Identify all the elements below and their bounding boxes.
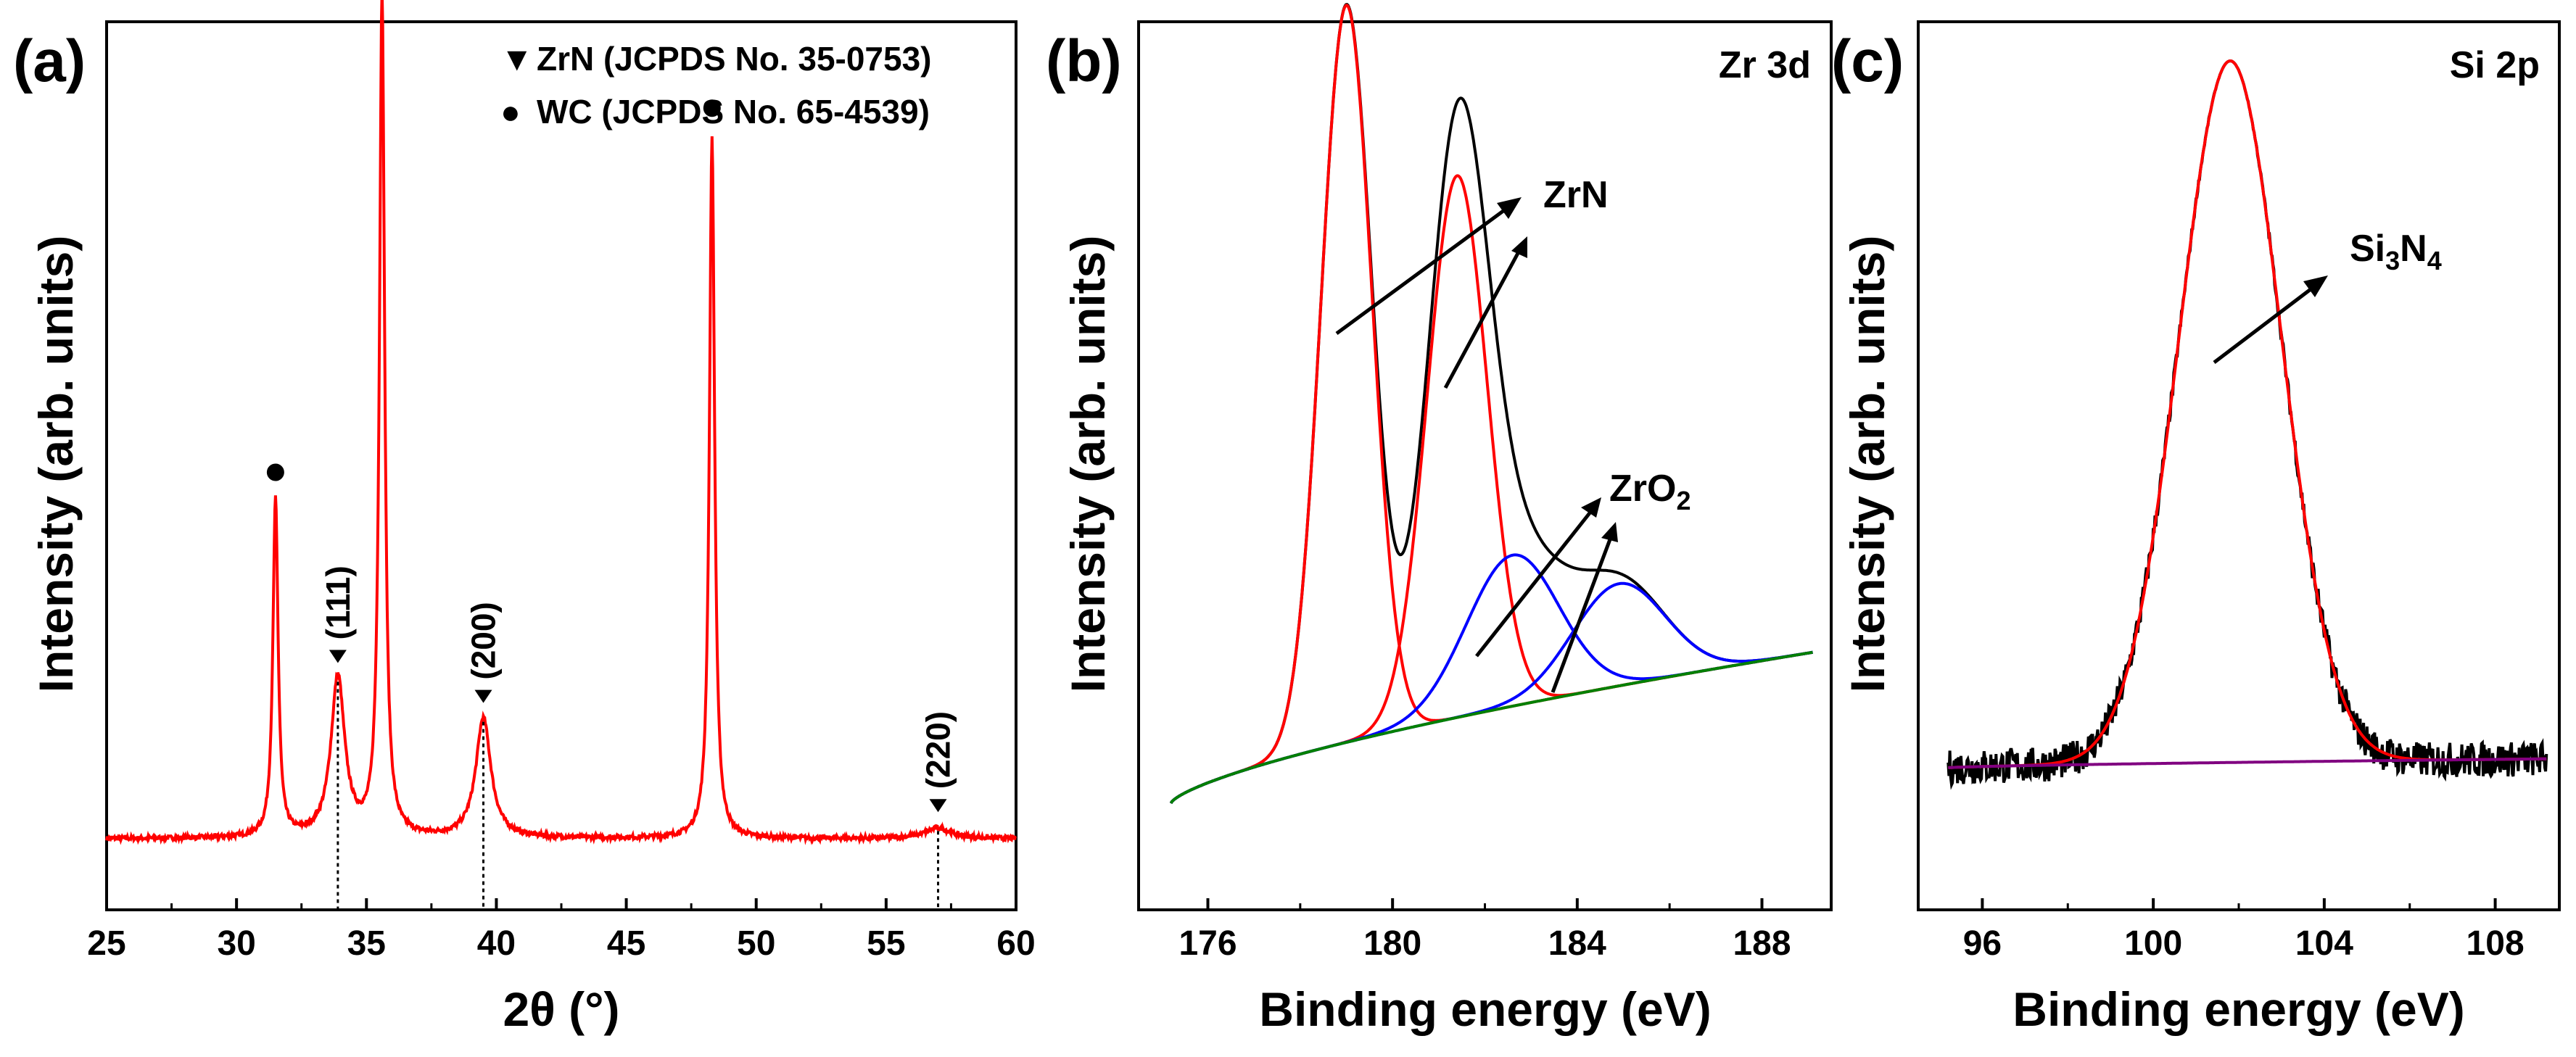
panel-a-tick-label: 35: [347, 924, 386, 963]
zro2-arrow-1: [1475, 506, 1595, 658]
zrn-plane-label: (200): [465, 602, 503, 679]
panel-c-frame: [1917, 20, 2561, 911]
panel-c-tick-label: 100: [2124, 924, 2182, 963]
zrn-plane-label: (220): [920, 711, 957, 789]
panel-c-tick-label: 96: [1963, 924, 2002, 963]
zro2-label: ZrO2: [1609, 468, 1690, 515]
panel-a-tick-label: 45: [607, 924, 645, 963]
panel-a-frame: [105, 20, 1017, 911]
panel-a-legend: ▼ ZrN (JCPDS No. 35-0753) ● WC (JCPDS No…: [500, 40, 932, 130]
panel-a-tick-label: 60: [996, 924, 1035, 963]
panel-b-curve-zro2-3d3-2: [1169, 581, 1813, 804]
panel-b-tick-label: 184: [1548, 924, 1606, 963]
legend-label-zrn: ZrN (JCPDS No. 35-0753): [537, 40, 932, 78]
zrn-arrow-1: [1335, 202, 1514, 336]
panel-a-x-ticks: 25 30 35 40 45 50 55 60: [87, 898, 1036, 963]
wc-marker: [266, 463, 284, 481]
panel-b-frame: [1137, 20, 1833, 911]
panel-a-tick-label: 30: [217, 924, 255, 963]
panel-a-y-axis-title: Intensity (arb. units): [29, 236, 83, 693]
panel-a-tick-label: 40: [477, 924, 516, 963]
wc-marker: [703, 99, 721, 117]
legend-symbol-zrn: ▼: [500, 40, 534, 78]
legend-symbol-wc: ●: [500, 93, 521, 130]
zrn-marker: [929, 799, 947, 813]
panel-b-tick-label: 176: [1178, 924, 1237, 963]
zrn-arrowhead-2: [1511, 236, 1527, 258]
panel-c-title: Si 2p: [2450, 44, 2540, 86]
panel-c: (c) Si 2p 96 100 104 108 Si3N4 Binding ener…: [1831, 20, 2561, 1036]
panel-c-annotations: Si3N4: [2213, 228, 2442, 364]
panel-c-x-axis-title: Binding energy (eV): [2012, 982, 2464, 1036]
zro2-arrowhead-2: [1601, 522, 1618, 542]
panel-b-curves: [1169, 2, 1813, 804]
panel-a-tick-label: 55: [867, 924, 905, 963]
panel-b-curve-measured: [1169, 2, 1813, 804]
zrn-label: ZrN: [1543, 174, 1609, 216]
panel-c-curve-measured: [1947, 59, 2548, 790]
panel-b-tick-label: 180: [1363, 924, 1421, 963]
panel-b-x-axis-title: Binding energy (eV): [1259, 982, 1711, 1036]
panel-b-x-ticks: 176 180 184 188: [1178, 898, 1791, 963]
panel-c-curves: [1947, 59, 2548, 790]
zrn-arrowhead-1: [1497, 197, 1522, 219]
panel-b-label: (b): [1046, 28, 1122, 94]
panel-b-curve-background: [1169, 650, 1813, 804]
panel-a: (a) 25 30 35 40 45 50 55 60 (111) (200) (220) ▼ Z…: [13, 0, 1036, 1036]
legend-label-wc: WC (JCPDS No. 65-4539): [537, 93, 930, 130]
zro2-arrow-2: [1551, 533, 1614, 693]
panel-c-label: (c): [1831, 28, 1904, 94]
panel-c-curve-background: [1948, 757, 2547, 769]
panel-b-curve-zro2-3d5-2: [1169, 553, 1813, 804]
panel-c-x-ticks: 96 100 104 108: [1963, 898, 2525, 963]
si3n4-label: Si3N4: [2350, 228, 2442, 275]
zrn-arrow-2: [1443, 245, 1524, 389]
panel-a-x-axis-title: 2θ (°): [503, 982, 619, 1036]
panel-a-label: (a): [13, 28, 86, 94]
panel-b: (b) Zr 3d 176 180 184 188 ZrN ZrO2 Binding …: [1046, 2, 1833, 1036]
panel-b-annotations: ZrN ZrO2: [1335, 174, 1690, 693]
panel-c-curve-fit: [1948, 59, 2547, 769]
si3n4-arrowhead: [2303, 275, 2328, 297]
zrn-marker: [329, 650, 347, 663]
panel-c-tick-label: 104: [2295, 924, 2353, 963]
panel-b-y-axis-title: Intensity (arb. units): [1061, 236, 1115, 693]
zro2-arrowhead-1: [1581, 497, 1601, 518]
zrn-marker: [474, 689, 492, 703]
panel-b-tick-label: 188: [1733, 924, 1791, 963]
panel-c-y-axis-title: Intensity (arb. units): [1841, 236, 1894, 693]
zrn-plane-label: (111): [319, 565, 357, 639]
panel-a-tick-label: 25: [87, 924, 125, 963]
xrd-pattern-line: [105, 0, 1017, 846]
panel-b-title: Zr 3d: [1719, 44, 1811, 86]
si3n4-arrow: [2213, 281, 2321, 364]
panel-a-tick-label: 50: [737, 924, 775, 963]
panel-b-curve-zrn-3d5-2: [1169, 4, 1813, 804]
panel-a-peak-markers: (111) (200) (220): [266, 99, 957, 910]
panel-c-tick-label: 108: [2466, 924, 2525, 963]
